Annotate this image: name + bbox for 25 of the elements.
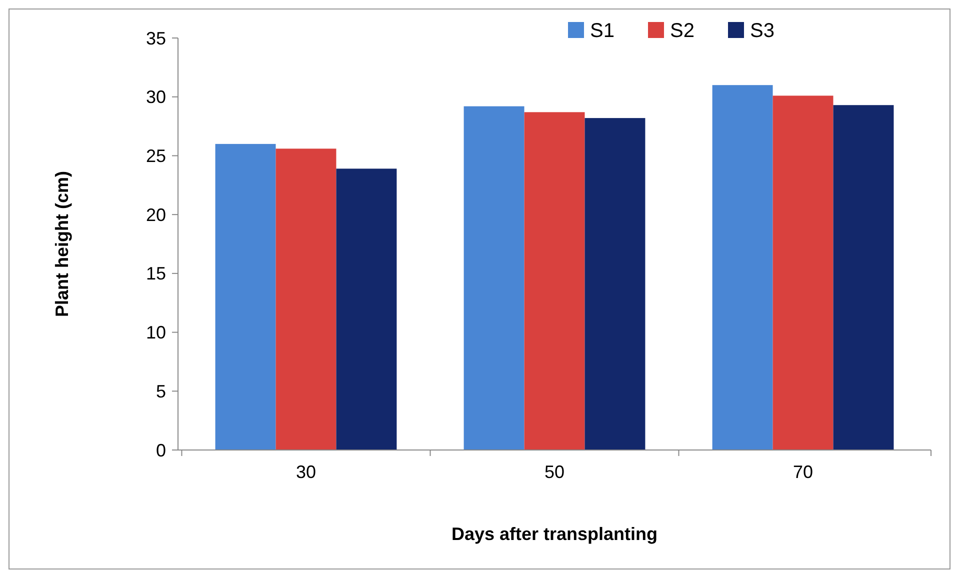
y-tick-label: 35: [146, 28, 166, 48]
bar: [336, 168, 397, 450]
bar: [584, 118, 646, 450]
bar: [464, 106, 524, 450]
y-tick-label: 15: [146, 264, 166, 284]
y-axis-title: Plant height (cm): [52, 170, 72, 318]
legend-label: S1: [590, 20, 614, 42]
x-tick-label: 70: [793, 462, 814, 482]
bar: [712, 85, 773, 450]
bar: [833, 105, 894, 450]
legend-label: S3: [750, 20, 774, 42]
x-axis-title: Days after transplanting: [451, 524, 658, 544]
y-tick-label: 5: [156, 381, 166, 402]
y-tick-label: 30: [146, 87, 166, 108]
y-tick-label: 10: [146, 322, 166, 343]
y-tick-label: 20: [146, 204, 166, 225]
y-tick-label: 25: [146, 146, 166, 166]
bar: [772, 96, 834, 450]
x-tick-label: 50: [544, 462, 565, 482]
x-tick-label: 30: [296, 462, 316, 482]
y-tick-label: 0: [156, 440, 166, 460]
bar: [276, 148, 336, 450]
bar: [524, 112, 585, 450]
legend-label: S2: [670, 20, 694, 42]
bar: [215, 144, 276, 450]
